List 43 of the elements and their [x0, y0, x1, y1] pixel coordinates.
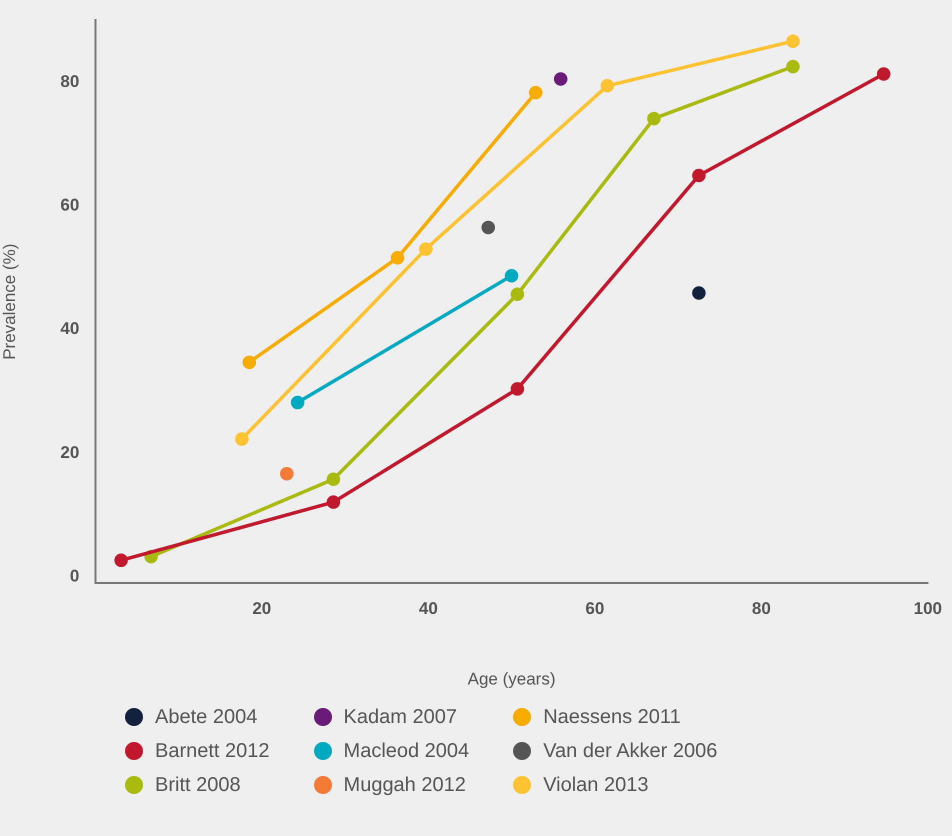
legend-label: Muggah 2012	[344, 774, 466, 796]
point	[482, 220, 496, 234]
legend-label: Macleod 2004	[344, 740, 470, 762]
point	[692, 168, 706, 182]
point	[647, 112, 661, 126]
y-tick-label: 20	[60, 442, 80, 462]
x-tick-label: 20	[252, 599, 272, 618]
legend-label: Kadam 2007	[344, 706, 457, 728]
point	[235, 432, 249, 446]
legend-label: Violan 2013	[543, 774, 648, 796]
x-tick-label: 40	[418, 599, 438, 618]
y-tick-label: 40	[60, 319, 80, 338]
point	[528, 86, 542, 100]
point	[326, 495, 340, 509]
legend-label: Barnett 2012	[155, 740, 270, 762]
legend-label: Britt 2008	[155, 774, 241, 796]
point	[600, 79, 614, 93]
x-tick-label: 60	[585, 599, 604, 618]
y-tick-label: 60	[60, 195, 80, 214]
point	[786, 34, 800, 48]
point	[290, 396, 304, 410]
point	[280, 466, 294, 480]
point	[510, 382, 524, 396]
point	[326, 472, 340, 486]
point	[786, 60, 800, 74]
point	[554, 72, 568, 86]
y-tick-label: 0	[70, 566, 80, 586]
point	[876, 67, 890, 81]
legend-label: Abete 2004	[155, 706, 258, 728]
legend-label: Van der Akker 2006	[543, 740, 718, 762]
legend-label: Naessens 2011	[543, 706, 681, 728]
y-tick-label: 80	[60, 72, 80, 91]
point	[419, 242, 433, 256]
y-axis-title: Prevalence (%)	[0, 244, 19, 360]
x-axis-title: Age (years)	[468, 669, 556, 688]
point	[510, 288, 524, 302]
point	[242, 356, 256, 370]
point	[390, 251, 404, 265]
point	[692, 286, 706, 300]
x-tick-label: 80	[752, 599, 771, 618]
x-tick-label: 100	[914, 599, 942, 618]
point	[504, 268, 518, 282]
point	[114, 554, 128, 568]
